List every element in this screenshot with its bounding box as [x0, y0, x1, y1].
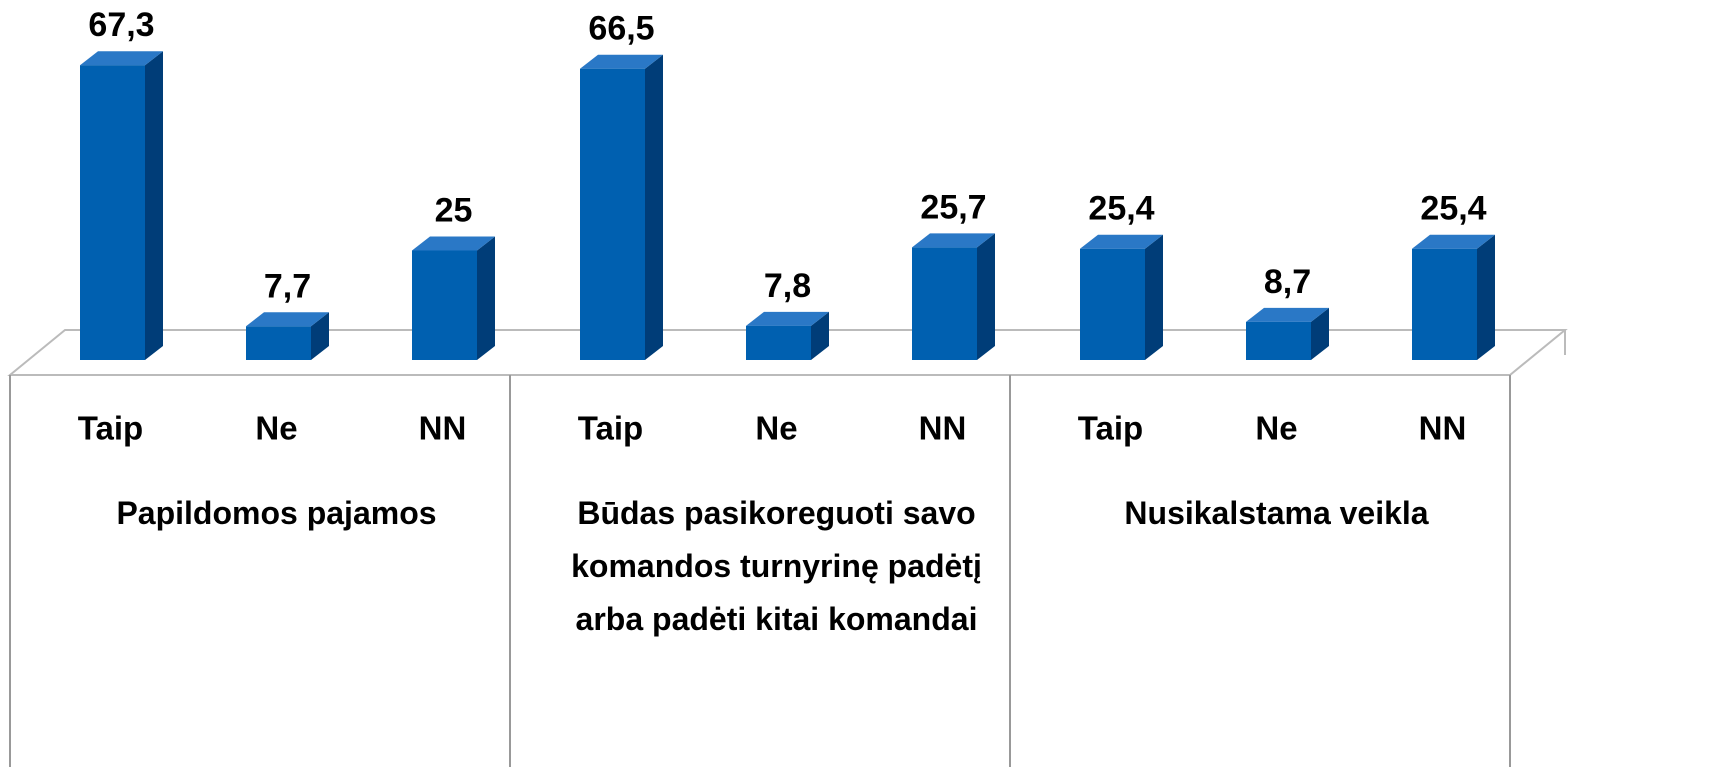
value-label: 67,3 — [88, 6, 154, 44]
group-label: Papildomos pajamos — [116, 495, 437, 531]
bar-top — [1246, 307, 1329, 322]
group-label: Būdas pasikoreguoti savo komandos turnyr… — [571, 495, 982, 637]
bar-side — [645, 54, 663, 360]
bar — [912, 247, 977, 360]
category-label: Taip — [578, 410, 643, 447]
bar-side — [811, 311, 829, 360]
bar-top — [1080, 234, 1163, 249]
bar — [1080, 248, 1145, 360]
bar-top — [580, 54, 663, 69]
bar-side — [1477, 234, 1495, 360]
bar — [80, 65, 145, 360]
value-label: 7,8 — [764, 267, 811, 305]
value-label: 25,4 — [1088, 190, 1154, 228]
category-label: Ne — [255, 410, 297, 447]
bar — [580, 68, 645, 360]
bar-side — [477, 236, 495, 360]
bar-top — [912, 233, 995, 248]
value-label: 25,4 — [1420, 190, 1486, 228]
value-label: 25,7 — [920, 188, 986, 226]
category-label: Taip — [1078, 410, 1143, 447]
bar — [412, 250, 477, 360]
bar-side — [1311, 307, 1329, 360]
bar — [246, 326, 311, 360]
bar-top — [746, 311, 829, 326]
bar-side — [977, 233, 995, 360]
bar — [1246, 321, 1311, 360]
bar-side — [311, 312, 329, 360]
bar — [1412, 248, 1477, 360]
category-label: Ne — [755, 410, 797, 447]
bar-top — [1412, 234, 1495, 249]
value-label: 8,7 — [1264, 263, 1311, 301]
bar-top — [246, 312, 329, 327]
category-label: Taip — [78, 410, 143, 447]
bar-top — [412, 236, 495, 251]
category-label: Ne — [1255, 410, 1297, 447]
category-label: NN — [919, 410, 967, 447]
category-label: NN — [419, 410, 467, 447]
value-label: 7,7 — [264, 267, 311, 305]
bar-top — [80, 51, 163, 66]
bar-side — [145, 51, 163, 360]
value-label: 66,5 — [588, 10, 654, 48]
bar-side — [1145, 234, 1163, 360]
value-label: 25 — [435, 191, 473, 229]
bar — [746, 325, 811, 360]
group-label: Nusikalstama veikla — [1124, 495, 1429, 531]
category-label: NN — [1419, 410, 1467, 447]
